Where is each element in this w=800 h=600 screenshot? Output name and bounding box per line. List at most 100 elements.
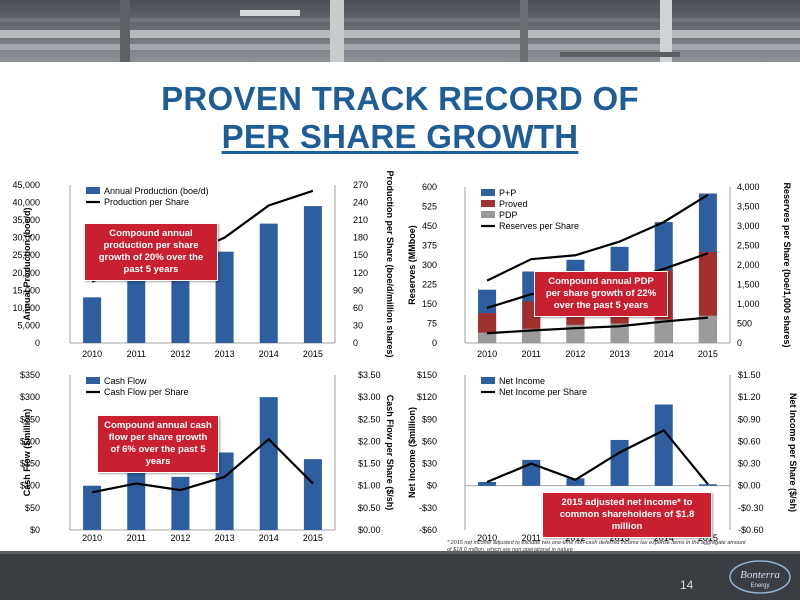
y2-tick-label: 4,000 <box>737 182 760 192</box>
y-tick-label: $200 <box>20 436 40 446</box>
bar <box>127 472 146 530</box>
legend-swatch <box>481 377 495 384</box>
production-chart: 0 5,000 10,000 15,000 20,000 25,000 30,000 35,0… <box>12 170 395 359</box>
bar <box>303 459 322 530</box>
net-income-chart: -$60 -$30 $0 $30 $60 $90 $120 $150 -$0.60 -$0.30 $… <box>407 370 798 543</box>
y2-tick-label: 180 <box>353 233 368 243</box>
y2-tick-label: $3.00 <box>358 392 381 402</box>
x-tick-label: 2013 <box>610 533 630 543</box>
x-tick-label: 2011 <box>127 533 146 543</box>
bar <box>654 319 673 343</box>
y-axis-title: Annual Production (boe/d) <box>22 208 32 321</box>
series-line <box>91 437 314 494</box>
y2-tick-label: 0 <box>737 338 742 348</box>
y-tick-label: 600 <box>422 182 437 192</box>
y2-tick-label: $0.30 <box>738 459 761 469</box>
y2-tick-label: 3,000 <box>737 221 760 231</box>
y-tick-label: -$30 <box>419 503 437 513</box>
x-tick-label: 2014 <box>259 533 279 543</box>
bar <box>127 279 146 343</box>
y2-tick-label: 2,000 <box>737 260 760 270</box>
y2-axis-title: Reserves per Share (boe/1,000 shares) <box>782 182 792 347</box>
x-tick-label: 2010 <box>82 349 102 359</box>
y2-tick-label: 3,500 <box>737 202 760 212</box>
y2-tick-label: $3.50 <box>358 370 381 380</box>
production-callout: Compound annual production per share gro… <box>84 223 218 281</box>
x-tick-label: 2010 <box>477 349 497 359</box>
series-line <box>486 428 709 485</box>
company-logo: Bonterra Energy <box>729 560 791 594</box>
x-tick-label: 2011 <box>127 349 146 359</box>
x-tick-label: 2014 <box>654 533 674 543</box>
y-axis-title: Cash Flow ($million) <box>22 409 32 497</box>
legend-swatch <box>481 200 495 207</box>
page-title: PROVEN TRACK RECORD OF PER SHARE GROWTH <box>0 80 800 156</box>
y-tick-label: 0 <box>432 338 437 348</box>
y-tick-label: $50 <box>25 503 40 513</box>
y-tick-label: 10,000 <box>12 303 40 313</box>
y-tick-label: $250 <box>20 414 40 424</box>
y-tick-label: -$60 <box>419 525 437 535</box>
y2-tick-label: $0.60 <box>738 436 761 446</box>
y-tick-label: $350 <box>20 370 40 380</box>
series-line <box>486 193 709 282</box>
y-tick-label: 150 <box>422 299 437 309</box>
y2-tick-label: 1,500 <box>737 280 760 290</box>
y2-tick-label: 30 <box>353 320 363 330</box>
y2-axis-title: Net Income per Share ($/sh) <box>788 393 798 512</box>
bar <box>610 323 629 343</box>
legend-label: Reserves per Share <box>499 221 579 231</box>
bar <box>698 315 717 343</box>
y-tick-label: $30 <box>422 459 437 469</box>
legend-swatch <box>481 211 495 218</box>
page-number: 14 <box>680 578 694 592</box>
bar <box>478 482 497 486</box>
reserves-chart: 0 75 150 225 300 375 450 525 600 0 500 1,000 1,500 2,… <box>407 182 792 359</box>
y-tick-label: 0 <box>35 338 40 348</box>
y-tick-label: $0 <box>30 525 40 535</box>
footnote: * 2015 net income adjusted to exclude tw… <box>447 540 746 553</box>
y-tick-label: 20,000 <box>12 268 40 278</box>
y2-tick-label: $1.50 <box>358 459 381 469</box>
y2-tick-label: $0.90 <box>738 414 761 424</box>
y-tick-label: 45,000 <box>12 180 40 190</box>
y-tick-label: 375 <box>422 241 437 251</box>
bar <box>259 397 278 530</box>
y2-tick-label: 210 <box>353 215 368 225</box>
y2-tick-label: 120 <box>353 268 368 278</box>
y2-tick-label: 150 <box>353 250 368 260</box>
legend-swatch <box>481 189 495 196</box>
y2-tick-label: 2,500 <box>737 241 760 251</box>
x-tick-label: 2014 <box>259 349 279 359</box>
bar <box>478 332 497 343</box>
y2-tick-label: -$0.60 <box>738 525 764 535</box>
header-photo-banner <box>0 0 800 62</box>
x-tick-label: 2011 <box>522 349 541 359</box>
x-tick-label: 2015 <box>303 533 323 543</box>
y2-tick-label: 0 <box>353 338 358 348</box>
y2-tick-label: 500 <box>737 319 752 329</box>
bar <box>303 206 322 343</box>
series-line <box>487 316 709 335</box>
y-tick-label: $150 <box>20 459 40 469</box>
cash-flow-callout: Compound annual cash flow per share grow… <box>97 415 219 473</box>
x-tick-label: 2011 <box>522 533 541 543</box>
reserves-callout: Compound annual PDP per share growth of … <box>534 271 668 317</box>
legend-label: Net Income <box>499 376 545 386</box>
cash-flow-chart: $0 $50 $100 $150 $200 $250 $300 $350 $0.00 $0.50 $… <box>20 370 395 543</box>
x-tick-label: 2015 <box>698 349 718 359</box>
legend-label: Cash Flow <box>104 376 147 386</box>
y-tick-label: $120 <box>417 392 437 402</box>
logo-subtext: Energy <box>750 583 769 589</box>
y2-tick-label: $1.00 <box>358 481 381 491</box>
legend-label: Annual Production (boe/d) <box>104 186 209 196</box>
y-tick-label: 450 <box>422 221 437 231</box>
bar <box>171 262 190 343</box>
bar <box>522 328 541 343</box>
y-tick-label: $0 <box>427 481 437 491</box>
legend-label: PDP <box>499 210 518 220</box>
x-tick-label: 2012 <box>170 533 190 543</box>
y2-axis-title: Production per Share (boe/d/million shar… <box>385 170 395 357</box>
y2-tick-label: $0.00 <box>358 525 381 535</box>
x-tick-label: 2013 <box>215 533 235 543</box>
